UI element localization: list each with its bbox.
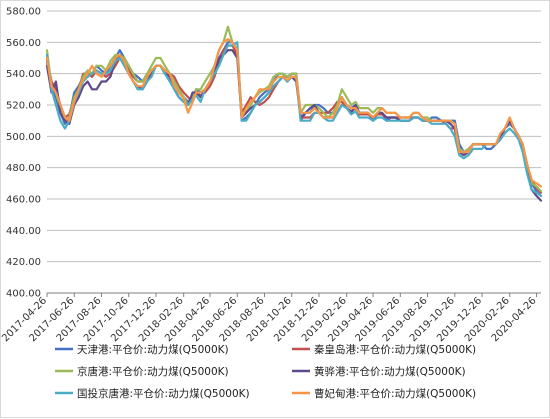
legend-entry: 国投京唐港:平仓价:动力煤(Q5000K) — [77, 387, 250, 400]
legend-entry: 秦皇岛港:平仓价:动力煤(Q5000K) — [314, 343, 476, 356]
legend-entry: 天津港:平仓价:动力煤(Q5000K) — [77, 343, 229, 356]
series-line-5 — [45, 38, 543, 188]
x-axis: 2017-04-262017-06-262017-08-262017-10-26… — [1, 293, 539, 344]
y-tick-label: 500.00 — [6, 132, 41, 143]
series-line-0 — [45, 41, 543, 197]
y-tick-label: 440.00 — [6, 226, 41, 237]
legend-entry: 京唐港:平仓价:动力煤(Q5000K) — [77, 365, 229, 378]
series-line-1 — [45, 44, 543, 194]
legend-entry: 黄骅港:平仓价:动力煤(Q5000K) — [314, 365, 466, 378]
series-layer — [45, 25, 543, 202]
y-tick-label: 520.00 — [6, 101, 41, 112]
y-axis: 400.00 420.00 440.00 460.00 480.00 500.00 520.… — [6, 7, 41, 300]
series-line-4 — [45, 41, 543, 197]
y-tick-label: 420.00 — [6, 257, 41, 268]
y-tick-label: 560.00 — [6, 38, 41, 49]
legend: 天津港:平仓价:动力煤(Q5000K) 秦皇岛港:平仓价:动力煤(Q5000K) 京… — [55, 343, 476, 400]
legend-entry: 曹妃甸港:平仓价:动力煤(Q5000K) — [314, 387, 476, 400]
y-tick-label: 460.00 — [6, 195, 41, 206]
y-tick-label: 540.00 — [6, 69, 41, 80]
y-tick-label: 580.00 — [6, 7, 41, 18]
y-tick-label: 400.00 — [6, 289, 41, 300]
y-tick-label: 480.00 — [6, 163, 41, 174]
grid-layer — [47, 10, 541, 294]
